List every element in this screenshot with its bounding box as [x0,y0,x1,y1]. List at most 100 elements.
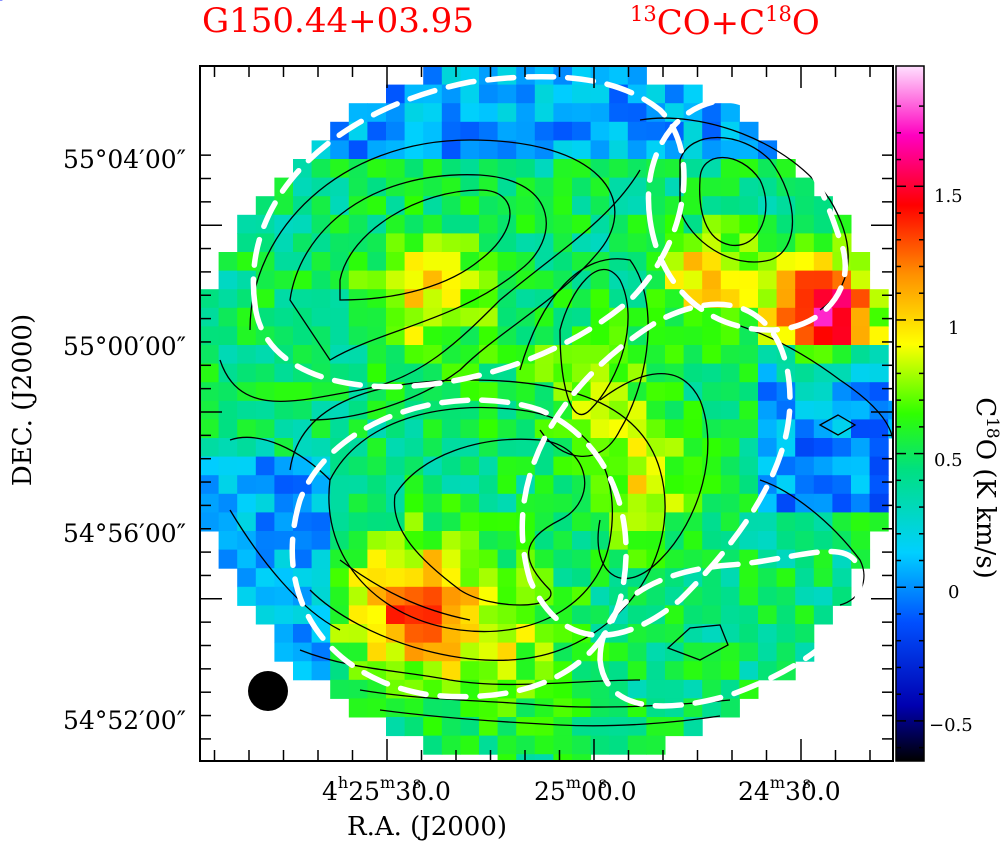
heatmap-cell [646,549,666,569]
heatmap-cell [441,438,461,458]
heatmap-cell [274,586,294,606]
heatmap-cell [665,326,685,346]
heatmap-cell [460,196,480,216]
heatmap-cell [720,233,740,253]
heatmap-cell [237,549,257,569]
heatmap-cell [888,419,893,439]
heatmap-cell [497,624,517,644]
heatmap-cell [497,307,517,327]
heatmap-cell [720,475,740,495]
heatmap-cell [441,289,461,309]
heatmap-cell [590,400,610,420]
heatmap-cell [702,214,722,234]
heatmap-cell [758,512,778,532]
heatmap-cell [553,717,573,737]
heatmap-cell [739,438,759,458]
heatmap-cell [516,121,536,141]
heatmap-cell [516,382,536,402]
heatmap-cell [348,531,368,551]
source-label-4: 4 [0,0,8,7]
heatmap-cell [739,289,759,309]
heatmap-cell [609,214,629,234]
contour [699,157,767,246]
heatmap-cell [851,400,871,420]
heatmap-cell [255,363,275,383]
heatmap-cell [813,568,833,588]
heatmap-cell [237,475,257,495]
heatmap-cell [497,233,517,253]
heatmap-cell [609,438,629,458]
heatmap-cell [218,419,238,439]
heatmap-cell [274,233,294,253]
heatmap-cell [423,103,443,123]
heatmap-cell [516,214,536,234]
heatmap-cell [534,363,554,383]
heatmap-cell [404,345,424,365]
heatmap-cell [702,624,722,644]
heatmap-cell [330,382,350,402]
heatmap-cell [720,214,740,234]
heatmap-cell [237,233,257,253]
heatmap-cell [702,177,722,197]
heatmap-cell [739,624,759,644]
heatmap-cell [460,419,480,439]
heatmap-cell [758,270,778,290]
heatmap-cell [665,456,685,476]
heatmap-cell [348,438,368,458]
heatmap-cell [553,121,573,141]
heatmap-cell [590,196,610,216]
heatmap-cell [832,586,852,606]
heatmap-cell [590,493,610,513]
heatmap-cell [776,475,796,495]
heatmap-cell [627,475,647,495]
heatmap-cell [516,233,536,253]
heatmap-cell [497,456,517,476]
heatmap-cell [832,363,852,383]
heatmap-cell [516,289,536,309]
heatmap-cell [237,531,257,551]
dashed-region-ellipse-central [519,301,793,639]
heatmap-cell [646,121,666,141]
heatmap-cell [460,233,480,253]
heatmap-cell [441,531,461,551]
heatmap-cell [423,586,443,606]
heatmap-cell [367,252,387,272]
heatmap-cell [293,289,313,309]
heatmap-cell [739,642,759,662]
heatmap-cell [702,400,722,420]
heatmap-cell [869,493,889,513]
heatmap-cell [627,196,647,216]
heatmap-cell [627,177,647,197]
heatmap-cell [646,345,666,365]
heatmap-cell [665,177,685,197]
heatmap-cell [441,382,461,402]
heatmap-cell [497,661,517,681]
heatmap-cell [367,121,387,141]
heatmap-cell [832,512,852,532]
heatmap-cell [460,531,480,551]
heatmap-cell [720,159,740,179]
heatmap-cell [609,363,629,383]
heatmap-cell [516,456,536,476]
heatmap-cell [423,493,443,513]
heatmap-cell [869,419,889,439]
heatmap-cell [665,512,685,532]
heatmap-cell [851,345,871,365]
heatmap-cell [665,382,685,402]
heatmap-cell [460,549,480,569]
heatmap-cell [497,754,517,761]
heatmap-cell [479,605,499,625]
heatmap-cell [739,586,759,606]
heatmap-cell [553,252,573,272]
heatmap-cell [479,177,499,197]
heatmap-cell [776,624,796,644]
heatmap-cell [516,605,536,625]
heatmap-cell [609,456,629,476]
heatmap-cell [776,214,796,234]
heatmap-cell [274,512,294,532]
heatmap-cell [665,363,685,383]
heatmap-cell [460,717,480,737]
heatmap-cell [404,103,424,123]
heatmap-cell [553,549,573,569]
